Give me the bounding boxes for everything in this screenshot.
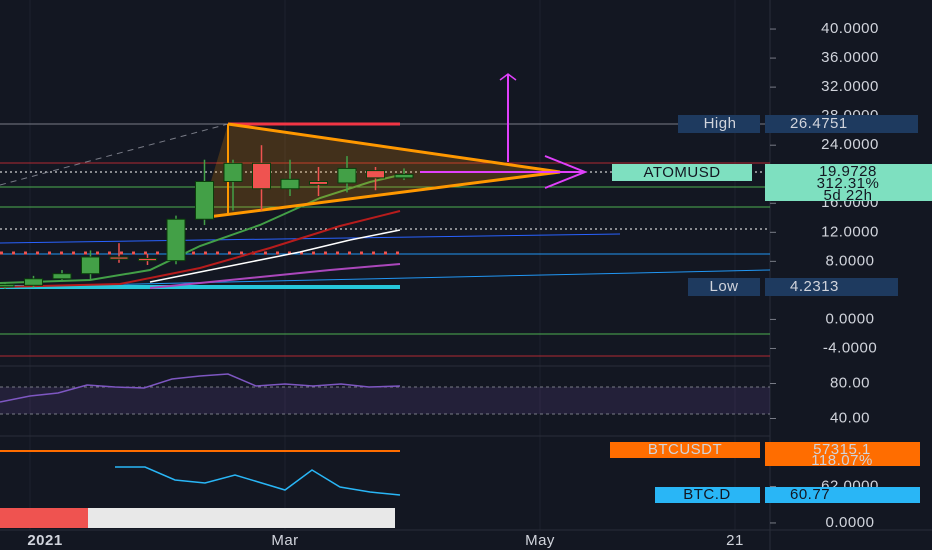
btcusdt-value-badge: [765, 442, 920, 466]
x-tick-label: May: [525, 532, 555, 549]
x-tick-label: Mar: [271, 532, 298, 549]
btcd-value-badge: [765, 487, 920, 503]
y-tick-label: 32.0000: [821, 78, 879, 95]
symbol-change: 312.31%: [817, 175, 880, 192]
low-label: Low: [709, 278, 738, 295]
candle-body: [52, 273, 72, 280]
candle-body: [394, 173, 414, 179]
y-tick-label: 12.0000: [821, 223, 879, 240]
rsi-band: [0, 387, 770, 414]
low-value-badge: [765, 278, 898, 296]
symbol-label: ATOMUSD: [643, 164, 720, 181]
candles: [0, 145, 414, 289]
y-tick-label: 24.0000: [821, 136, 879, 153]
symbol-value-badge: [765, 164, 932, 201]
y-tick-label: 40.0000: [821, 20, 879, 37]
low-value: 4.2313: [790, 278, 839, 295]
x-tick-label: 21: [726, 532, 744, 549]
grid: [29, 0, 736, 530]
candle-body: [366, 170, 385, 179]
moving-averages: [0, 174, 401, 289]
high-badge: [678, 115, 760, 133]
y-tick-label: 80.00: [830, 374, 870, 391]
symbol-badge: [612, 164, 752, 181]
candle-body: [166, 218, 186, 262]
candle-body: [138, 257, 157, 262]
high-value: 26.4751: [790, 115, 848, 132]
btcd-line: [115, 466, 401, 496]
low-badge: [688, 278, 760, 296]
y-tick-label: -4.0000: [823, 339, 877, 356]
candle-body: [252, 162, 271, 190]
candle-body: [337, 167, 357, 184]
y-tick-label: 36.0000: [821, 49, 879, 66]
candle-body: [24, 278, 43, 286]
btcusdt-value: 57315.1: [813, 441, 871, 458]
candle-body: [223, 162, 243, 182]
rsi-line: [0, 373, 401, 403]
btcusdt-label: BTCUSDT: [648, 441, 722, 458]
volume-bar: [88, 508, 395, 528]
symbol-countdown: 5d 22h: [824, 187, 873, 204]
symbol-price: 19.9728: [819, 163, 877, 180]
candle-body: [195, 180, 214, 220]
y-tick-label: 40.00: [830, 409, 870, 426]
volume-bar: [0, 508, 88, 528]
candle-body: [280, 178, 300, 190]
y-tick-label: 0.0000: [826, 514, 875, 531]
btcd-badge: [655, 487, 760, 503]
btcusdt-badge: [610, 442, 760, 458]
candle-body: [81, 256, 100, 275]
price-axis: 40.000036.000032.000028.000024.000016.00…: [770, 20, 879, 531]
btcd-value: 60.77: [790, 486, 830, 503]
candle-body: [0, 284, 15, 288]
btcusdt-change: 118.07%: [811, 452, 873, 469]
time-axis: 2021 Mar May 21: [27, 532, 744, 549]
y-tick-label: 8.0000: [826, 252, 875, 269]
btcd-label: BTC.D: [683, 486, 731, 503]
x-tick-label: 2021: [27, 532, 62, 549]
candle-body: [309, 180, 328, 185]
high-label: High: [704, 115, 737, 132]
candle-body: [109, 256, 129, 260]
y-tick-label: 0.0000: [826, 310, 875, 327]
high-value-badge: [765, 115, 918, 133]
